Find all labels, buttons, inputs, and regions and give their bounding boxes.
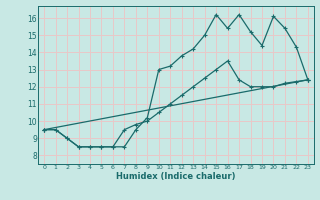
X-axis label: Humidex (Indice chaleur): Humidex (Indice chaleur)	[116, 172, 236, 181]
